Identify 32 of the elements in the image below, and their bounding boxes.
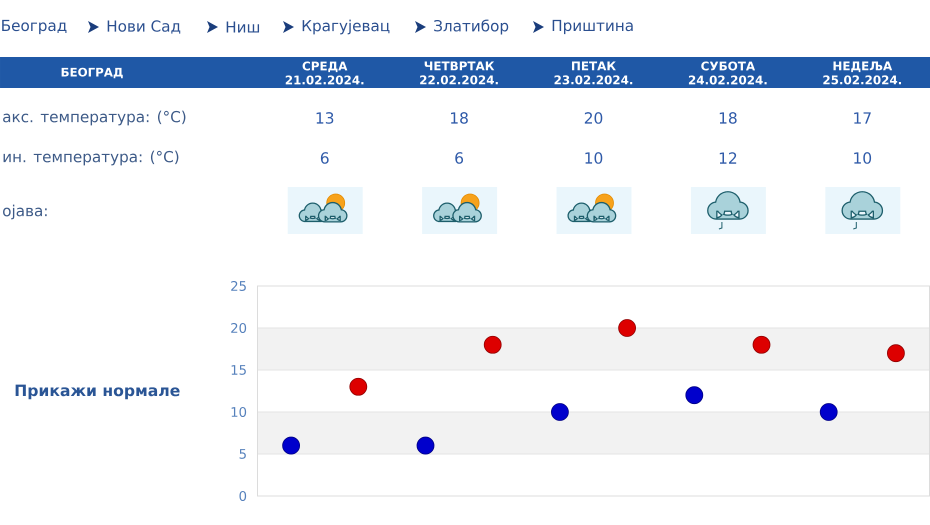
text: Ниш [226,21,260,33]
y-tick-label: 0 [239,490,246,501]
data-label: 18 [720,112,737,124]
text: Крагујевац [302,20,390,34]
text: НЕДЕЉА 25.02.2024. [823,62,902,84]
text: Приштина [552,20,633,34]
text: Београд [2,20,66,34]
data-label: 6 [320,152,329,164]
data-label: 17 [854,112,871,124]
text: БЕОГРАД [62,68,123,78]
y-tick-label: 10 [232,406,246,417]
data-label: 6 [455,152,464,164]
text: СУБОТА 24.02.2024. [688,61,767,84]
text: СРЕДА 21.02.2024. [286,61,364,84]
text: ПЕТАК 23.02.2024. [554,62,632,84]
text: Прикажи нормале [16,384,180,400]
data-label: 18 [450,112,468,124]
text: ЧЕТВРТАК 22.02.2024. [420,62,498,84]
data-label: 12 [720,152,736,164]
y-tick-label: 5 [240,449,246,459]
data-label: 20 [584,112,602,124]
y-tick-label: 25 [231,280,246,291]
text: акс. температура: (°C) [3,110,186,126]
data-label: 13 [316,112,334,124]
text: Нови Сад [108,20,180,34]
data-label: 10 [585,152,602,164]
text: ин. температура: (°C) [4,150,178,166]
data-label: 10 [854,152,872,164]
text: Златибор [434,20,508,34]
y-tick-label: 15 [232,365,246,375]
text: ојава: [3,204,47,220]
y-tick-label: 20 [231,322,246,333]
